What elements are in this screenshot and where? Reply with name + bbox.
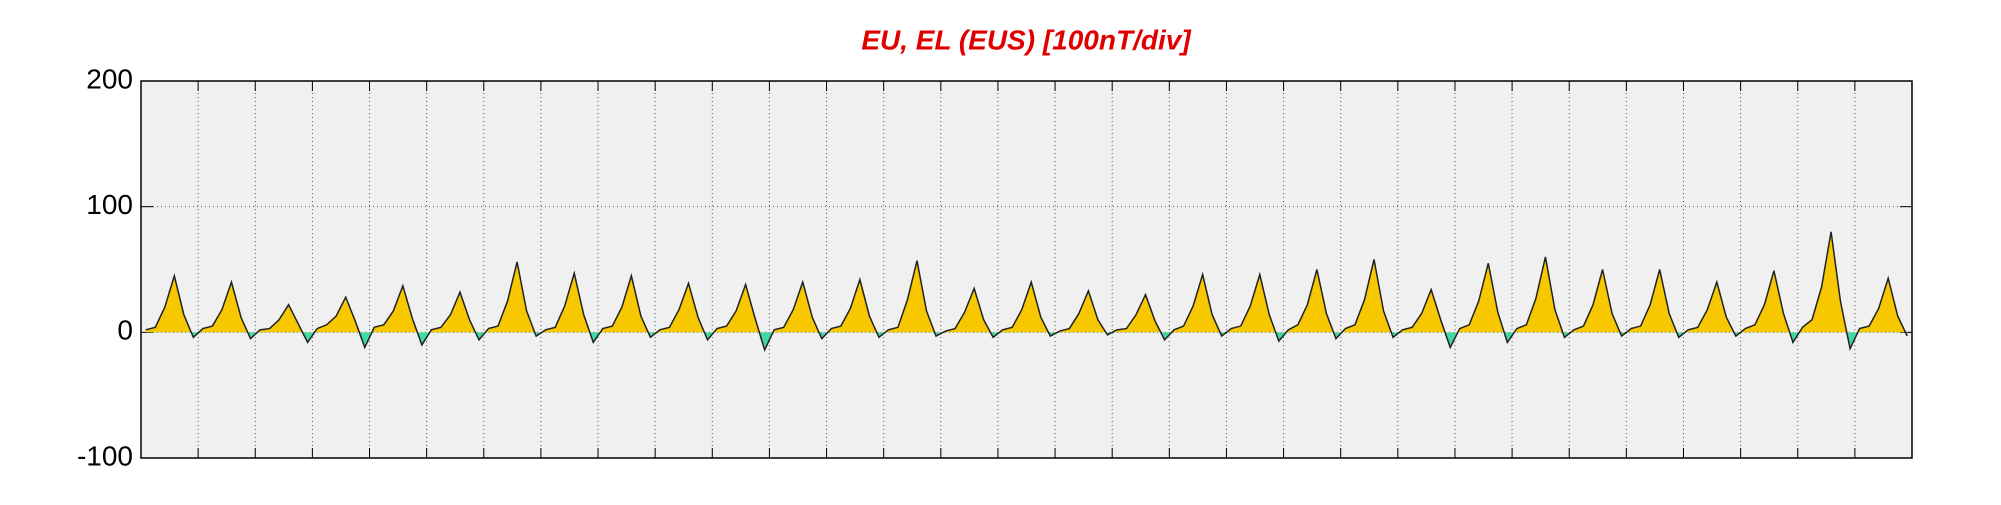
plot-frame xyxy=(140,80,1913,459)
plot-background xyxy=(141,81,1912,458)
y-tick-label: 0 xyxy=(117,315,133,346)
y-tick-label: -100 xyxy=(77,440,133,471)
y-tick-label: 200 xyxy=(86,63,133,94)
y-tick-label: 100 xyxy=(86,189,133,220)
area-above xyxy=(145,231,1908,333)
chart-title: EU, EL (EUS) [100nT/div] xyxy=(861,24,1192,55)
line xyxy=(145,231,1908,353)
